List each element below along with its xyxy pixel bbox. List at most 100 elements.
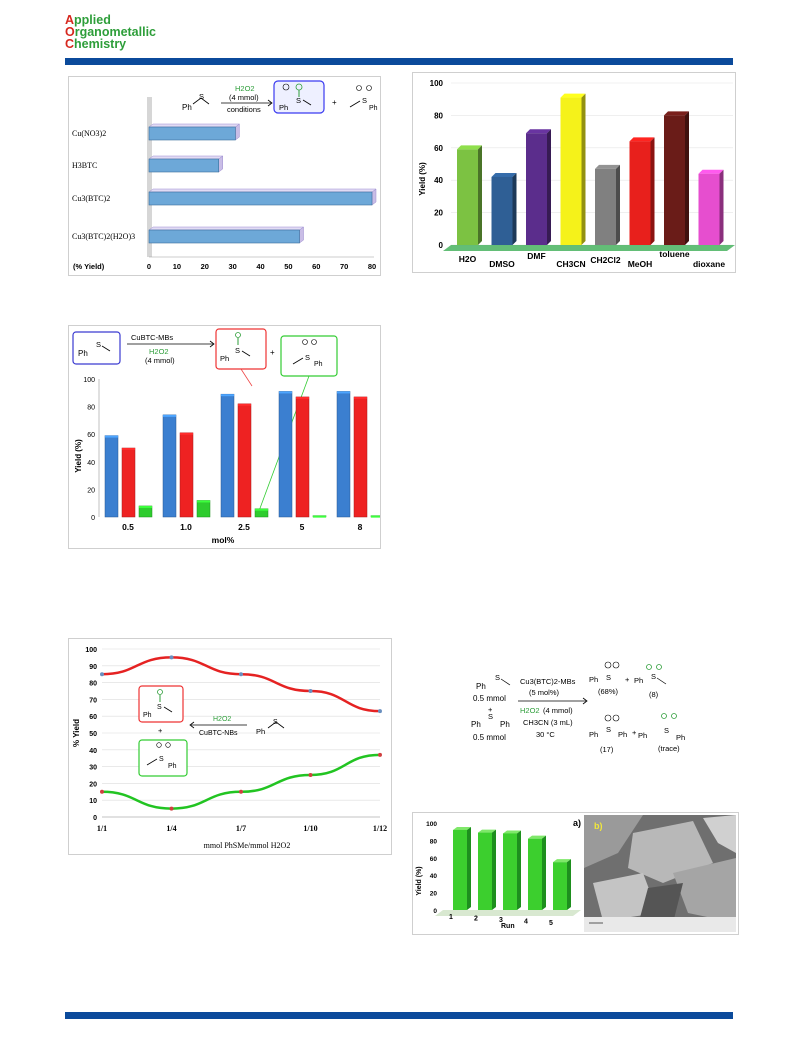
sulfone-s: S (305, 353, 310, 362)
y-axis: 0 20 40 60 80 100 (83, 377, 100, 522)
loading-bars (104, 391, 385, 518)
x-tick-label: 1/7 (236, 824, 246, 833)
r2-amount: 0.5 mmol (473, 733, 506, 742)
bar-side (581, 93, 586, 245)
r2-ph2: Ph (500, 720, 510, 729)
sulfoxide-s: S (296, 96, 301, 105)
bar-highlight (197, 500, 210, 503)
solvent-bar (526, 133, 547, 245)
x-axis-label: (% Yield) (73, 262, 105, 271)
y-tick-label: 0 (439, 241, 444, 250)
bar-top (453, 826, 471, 830)
line-series (100, 655, 382, 811)
x-tick-label: 70 (340, 262, 348, 271)
p3-ph1: Ph (589, 730, 598, 739)
bar-top (553, 859, 571, 863)
bar-top (491, 172, 517, 177)
loading-bar (162, 414, 177, 518)
reagent-ph: Ph (256, 727, 265, 736)
bar-top (478, 829, 496, 833)
sem-image: b) (584, 815, 736, 932)
bar-side (517, 830, 521, 910)
bar-top (148, 155, 224, 160)
header-rule (65, 58, 733, 65)
reagent-ph: Ph (78, 349, 88, 358)
catalyst-label: H3BTC (72, 161, 97, 170)
bar-side (492, 829, 496, 910)
loading-bar (196, 500, 211, 518)
x-tick-labels: 1/1 1/4 1/7 1/10 1/12 (97, 824, 387, 833)
x-tick-label: 1.0 (180, 522, 192, 532)
figure-solvent-effect: Yield (%) 0 20 40 60 80 100 H2O DMSO DMF CH3CN CH… (412, 72, 736, 273)
p4-yield: (trace) (658, 744, 680, 753)
catalyst-bar (148, 191, 373, 206)
panel-label-a: a) (573, 818, 581, 828)
plus-sign: + (270, 348, 275, 357)
x-tick-label: 1/1 (97, 824, 107, 833)
y-axis-label: Yield (%) (74, 439, 83, 473)
x-tick-label: 50 (284, 262, 292, 271)
y-tick-label: 70 (89, 697, 97, 704)
oxidant-label: H2O2 (520, 706, 540, 715)
logo-text-chemistry: hemistry (74, 37, 127, 51)
bar-top (664, 111, 689, 116)
y-tick-label: 20 (430, 891, 438, 898)
series-point (308, 689, 313, 693)
p1-s: S (606, 673, 611, 682)
solvent-label: DMF (527, 251, 545, 261)
loading-bar (104, 435, 119, 518)
bar-top (503, 830, 521, 834)
bar-side (650, 137, 655, 245)
y-tick-label: 60 (89, 714, 97, 721)
sulfone-ph: Ph (314, 361, 323, 368)
reagent-s: S (199, 92, 204, 101)
y-axis-label: % Yield (72, 719, 81, 747)
solvent-bar (560, 97, 582, 245)
series-point (169, 655, 174, 660)
x-tick-label: 40 (256, 262, 264, 271)
logo-cap-c: C (65, 37, 75, 51)
bar-top (148, 226, 305, 231)
bar-highlight (139, 505, 152, 508)
y-tick-label: 100 (430, 79, 444, 88)
bar-top (560, 93, 586, 98)
solvent-label: DMSO (489, 259, 515, 269)
figure-ratio-effect: % Yield 0 10 20 30 40 50 60 70 80 90 100 1/1 1/4 1/7… (68, 638, 392, 855)
y-axis-label: Yield (%) (416, 866, 423, 895)
solvent-bar (491, 176, 513, 245)
y-tick-label: 80 (87, 405, 95, 412)
solvent-label: dioxane (693, 259, 725, 269)
x-tick-label: 1/12 (373, 824, 387, 833)
sulfone-box (138, 739, 188, 777)
bar-side (467, 826, 471, 910)
bar-side (512, 172, 517, 245)
solvent-chart-svg: Yield (%) 0 20 40 60 80 100 H2O DMSO DMF CH3CN CH… (418, 79, 735, 269)
bar-side (547, 129, 551, 245)
p3-s: S (606, 725, 611, 734)
loading-bar (336, 391, 351, 518)
y-tick-label: 60 (87, 432, 95, 439)
reaction-scheme-top: Ph S H2O2 (4 mmol) conditions S Ph + S P… (182, 80, 378, 114)
series-point (239, 789, 243, 794)
reagent-s: S (273, 719, 278, 726)
bar-top (148, 123, 241, 128)
catalyst-bar (148, 158, 219, 173)
sulfone-ph: Ph (168, 763, 177, 770)
catalyst-label: CuBTC-NBs (199, 730, 238, 737)
sulfoxide-s: S (235, 346, 240, 355)
x-axis-label: mol% (212, 535, 235, 545)
x-axis-label: mmol PhSMe/mmol H2O2 (204, 841, 291, 850)
y-tick-label: 100 (85, 647, 97, 654)
y-tick-label: 60 (430, 856, 438, 863)
reagent-s: S (96, 340, 101, 349)
bar-highlight (371, 515, 384, 518)
panel-label-b: b) (594, 821, 603, 831)
series-point (169, 806, 174, 811)
series-point (378, 709, 382, 714)
x-tick-label: 5 (549, 920, 553, 927)
oxidant-label: H2O2 (149, 347, 169, 356)
p1-yield: (68%) (598, 687, 619, 696)
y-tick-label: 80 (89, 681, 97, 688)
loading-bar (353, 396, 368, 518)
plus-sign: + (332, 98, 337, 107)
